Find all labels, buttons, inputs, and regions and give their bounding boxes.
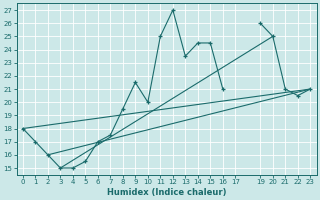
X-axis label: Humidex (Indice chaleur): Humidex (Indice chaleur)	[107, 188, 226, 197]
